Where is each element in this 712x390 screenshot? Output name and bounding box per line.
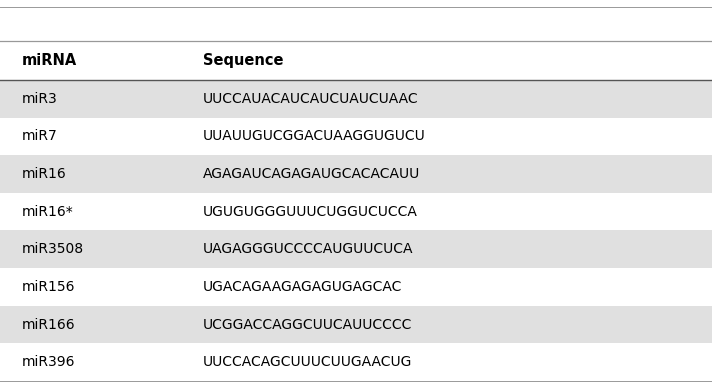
Text: miR396: miR396 — [21, 355, 75, 369]
Bar — [0, 343, 712, 381]
Bar — [0, 193, 712, 230]
Text: UCGGACCAGGCUUCAUUCCCC: UCGGACCAGGCUUCAUUCCCC — [203, 317, 412, 332]
Text: UUCCACAGCUUUCUUGAACUG: UUCCACAGCUUUCUUGAACUG — [203, 355, 412, 369]
Text: miR3: miR3 — [21, 92, 57, 106]
Bar — [0, 306, 712, 343]
Text: UAGAGGGUCCCCAUGUUCUCA: UAGAGGGUCCCCAUGUUCUCA — [203, 242, 414, 256]
Text: UGUGUGGGUUUCUGGUCUCCA: UGUGUGGGUUUCUGGUCUCCA — [203, 205, 418, 219]
Text: miR166: miR166 — [21, 317, 75, 332]
Text: Sequence: Sequence — [203, 53, 283, 68]
Text: UGACAGAAGAGAGUGAGCAC: UGACAGAAGAGAGUGAGCAC — [203, 280, 402, 294]
Text: AGAGAUCAGAGAUGCACACAUU: AGAGAUCAGAGAUGCACACAUU — [203, 167, 420, 181]
Text: miR156: miR156 — [21, 280, 75, 294]
Text: miR7: miR7 — [21, 129, 57, 144]
Text: UUAUUGUCGGACUAAGGUGUCU: UUAUUGUCGGACUAAGGUGUCU — [203, 129, 426, 144]
Text: UUCCAUACAUCAUCUAUCUAAC: UUCCAUACAUCAUCUAUCUAAC — [203, 92, 419, 106]
Bar — [0, 118, 712, 155]
Text: miR3508: miR3508 — [21, 242, 83, 256]
Bar — [0, 230, 712, 268]
Text: miR16*: miR16* — [21, 205, 73, 219]
Bar — [0, 155, 712, 193]
Text: miRNA: miRNA — [21, 53, 77, 68]
Text: miR16: miR16 — [21, 167, 66, 181]
Bar — [0, 80, 712, 118]
Bar — [0, 268, 712, 306]
